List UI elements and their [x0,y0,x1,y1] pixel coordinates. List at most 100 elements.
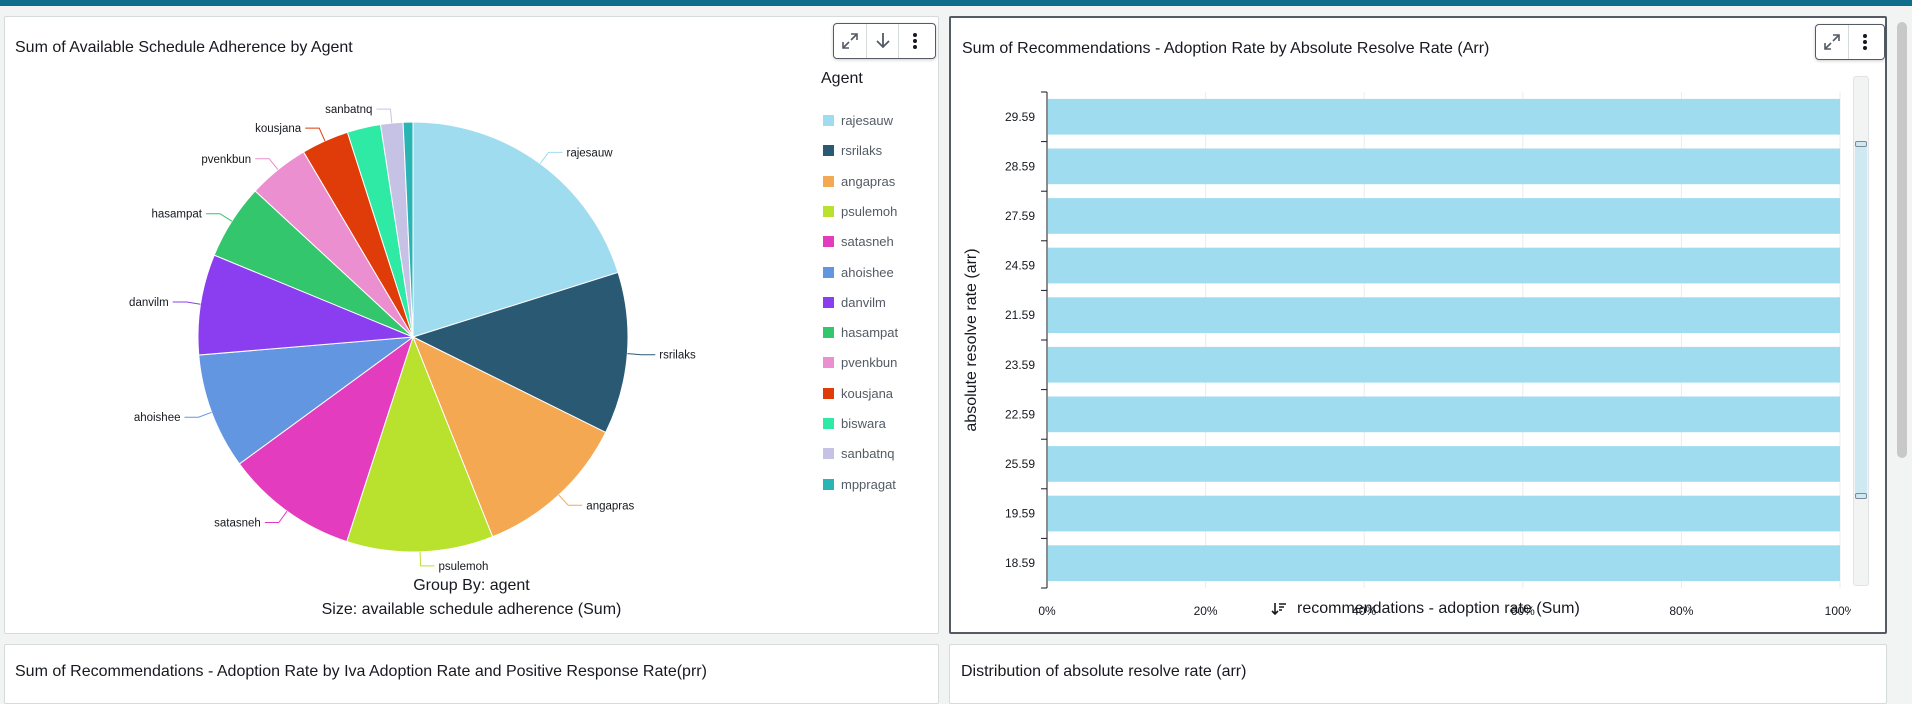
pie-leader-line-angapras [558,494,583,506]
bar-y-tick-label: 18.59 [1005,556,1035,570]
pie-slice-mppragat[interactable] [402,121,414,338]
bottom-left-title: Sum of Recommendations - Adoption Rate b… [15,663,707,680]
legend-swatch [823,175,834,187]
bar-22.59[interactable] [1048,396,1840,433]
legend-swatch [823,205,834,217]
legend-item-satasneh[interactable]: satasneh [823,234,894,249]
pie-leader-line-satasneh [264,510,288,523]
bottom-right-title: Distribution of absolute resolve rate (a… [961,663,1247,680]
legend-item-kousjana[interactable]: kousjana [823,386,893,401]
legend-swatch [823,327,834,339]
pie-leader-line-hasampat [206,213,233,222]
legend-item-danvilm[interactable]: danvilm [823,295,886,310]
legend-label: ahoishee [841,264,894,280]
bar-xlabel-row: recommendations - adoption rate (Sum) [1271,600,1580,618]
legend-item-psulemoh[interactable]: psulemoh [823,204,897,219]
pie-slice-psulemoh[interactable] [346,335,494,553]
pie-leader-line-pvenkbun [255,158,279,171]
bar-xlabel: recommendations - adoption rate (Sum) [1297,600,1580,617]
pie-chart-title: Sum of Available Schedule Adherence by A… [15,39,353,56]
page-scrollbar[interactable] [1895,14,1909,678]
bar-x-tick-label: 40% [1352,604,1376,618]
legend-label: sanbatnq [841,446,895,462]
download-button[interactable] [866,24,898,58]
legend-label: pvenkbun [841,355,898,371]
legend-item-rajesauw[interactable]: rajesauw [823,113,893,128]
pie-slice-rsrilaks[interactable] [411,271,629,434]
pie-legend: rajesauw rsrilaks angapras psulemoh satasneh… [823,113,938,533]
legend-title: Agent [821,70,863,87]
bar-y-tick-label: 23.59 [1005,358,1035,372]
pie-slice-angapras[interactable] [412,335,607,538]
pie-slice-danvilm[interactable] [197,254,414,356]
scrollbar-thumb[interactable] [1855,141,1867,499]
expand-button[interactable] [834,24,866,58]
legend-label: mppragat [841,476,896,492]
bar-chart-panel[interactable]: Sum of Recommendations - Adoption Rate b… [949,16,1887,634]
page-scrollbar-thumb[interactable] [1897,22,1907,458]
scrollbar-handle-bottom[interactable] [1855,493,1867,499]
bottom-left-panel[interactable]: Sum of Recommendations - Adoption Rate b… [4,644,939,704]
expand-icon [1824,34,1840,50]
pie-slice-rajesauw[interactable] [412,121,619,338]
bar-29.59[interactable] [1048,98,1840,135]
bar-27.59[interactable] [1048,198,1840,234]
legend-item-biswara[interactable]: biswara [823,416,886,431]
bar-18.59[interactable] [1048,545,1840,581]
pie-leader-line-sanbatnq [376,108,393,124]
bar-23.59[interactable] [1048,346,1840,383]
legend-item-angapras[interactable]: angapras [823,174,895,189]
scrollbar-handle-top[interactable] [1855,141,1867,147]
pie-slice-label-danvilm: danvilm [129,297,169,309]
expand-button[interactable] [1816,25,1848,59]
legend-item-ahoishee[interactable]: ahoishee [823,265,894,280]
legend-label: danvilm [841,294,886,310]
pie-leader-line-kousjana [305,127,326,142]
pie-chart-panel[interactable]: Sum of Available Schedule Adherence by A… [4,16,939,634]
legend-label: rsrilaks [841,143,883,159]
legend-label: kousjana [841,385,894,401]
legend-item-hasampat[interactable]: hasampat [823,325,898,340]
bar-24.59[interactable] [1048,247,1840,284]
bar-x-tick-label: 100% [1825,604,1851,618]
legend-label: satasneh [841,234,894,250]
bar-28.59[interactable] [1048,148,1840,185]
bar-19.59[interactable] [1048,495,1840,532]
bar-25.59[interactable] [1048,446,1840,482]
pie-leader-line-rsrilaks [627,353,656,356]
pie-slice-label-hasampat: hasampat [151,209,202,221]
legend-swatch [823,145,834,157]
bottom-right-panel[interactable]: Distribution of absolute resolve rate (a… [949,644,1887,704]
pie-slice-label-satasneh: satasneh [214,518,261,530]
legend-item-pvenkbun[interactable]: pvenkbun [823,355,897,370]
pie-slice-label-pvenkbun: pvenkbun [201,154,251,166]
bar-x-tick-label: 0% [1038,604,1056,618]
bar-y-tick-label: 27.59 [1005,209,1035,223]
legend-swatch [823,387,834,399]
bar-21.59[interactable] [1048,297,1840,333]
more-options-button[interactable] [1848,25,1880,59]
bar-ylabel: absolute resolve rate (arr) [963,248,980,431]
legend-label: hasampat [841,325,899,341]
legend-item-sanbatnq[interactable]: sanbatnq [823,446,895,461]
pie-slice-label-angapras: angapras [586,500,634,512]
legend-swatch [823,357,834,369]
bar-vertical-scrollbar[interactable] [1853,76,1869,586]
pie-leader-line-ahoishee [184,411,212,418]
bar-x-tick-label: 20% [1194,604,1218,618]
pie-slice-label-kousjana: kousjana [255,123,302,135]
legend-item-rsrilaks[interactable]: rsrilaks [823,143,882,158]
legend-item-mppragat[interactable]: mppragat [823,477,896,492]
pie-group-by-caption: Group By: agent [413,577,530,594]
pie-chart: rajesauw rsrilaks angapras psulemoh satasneh… [129,104,696,573]
bar-panel-toolbar [1815,24,1885,60]
sort-descending-icon[interactable] [1271,601,1287,617]
bar-y-tick-label: 25.59 [1005,457,1035,471]
legend-swatch [823,236,834,248]
pie-slice-ahoishee[interactable] [198,336,415,465]
pie-leader-line-danvilm [172,301,201,305]
pie-slice-label-sanbatnq: sanbatnq [325,104,372,116]
more-options-button[interactable] [898,24,930,58]
bar-x-tick-label: 80% [1669,604,1693,618]
pie-leader-line-rajesauw [539,151,563,164]
